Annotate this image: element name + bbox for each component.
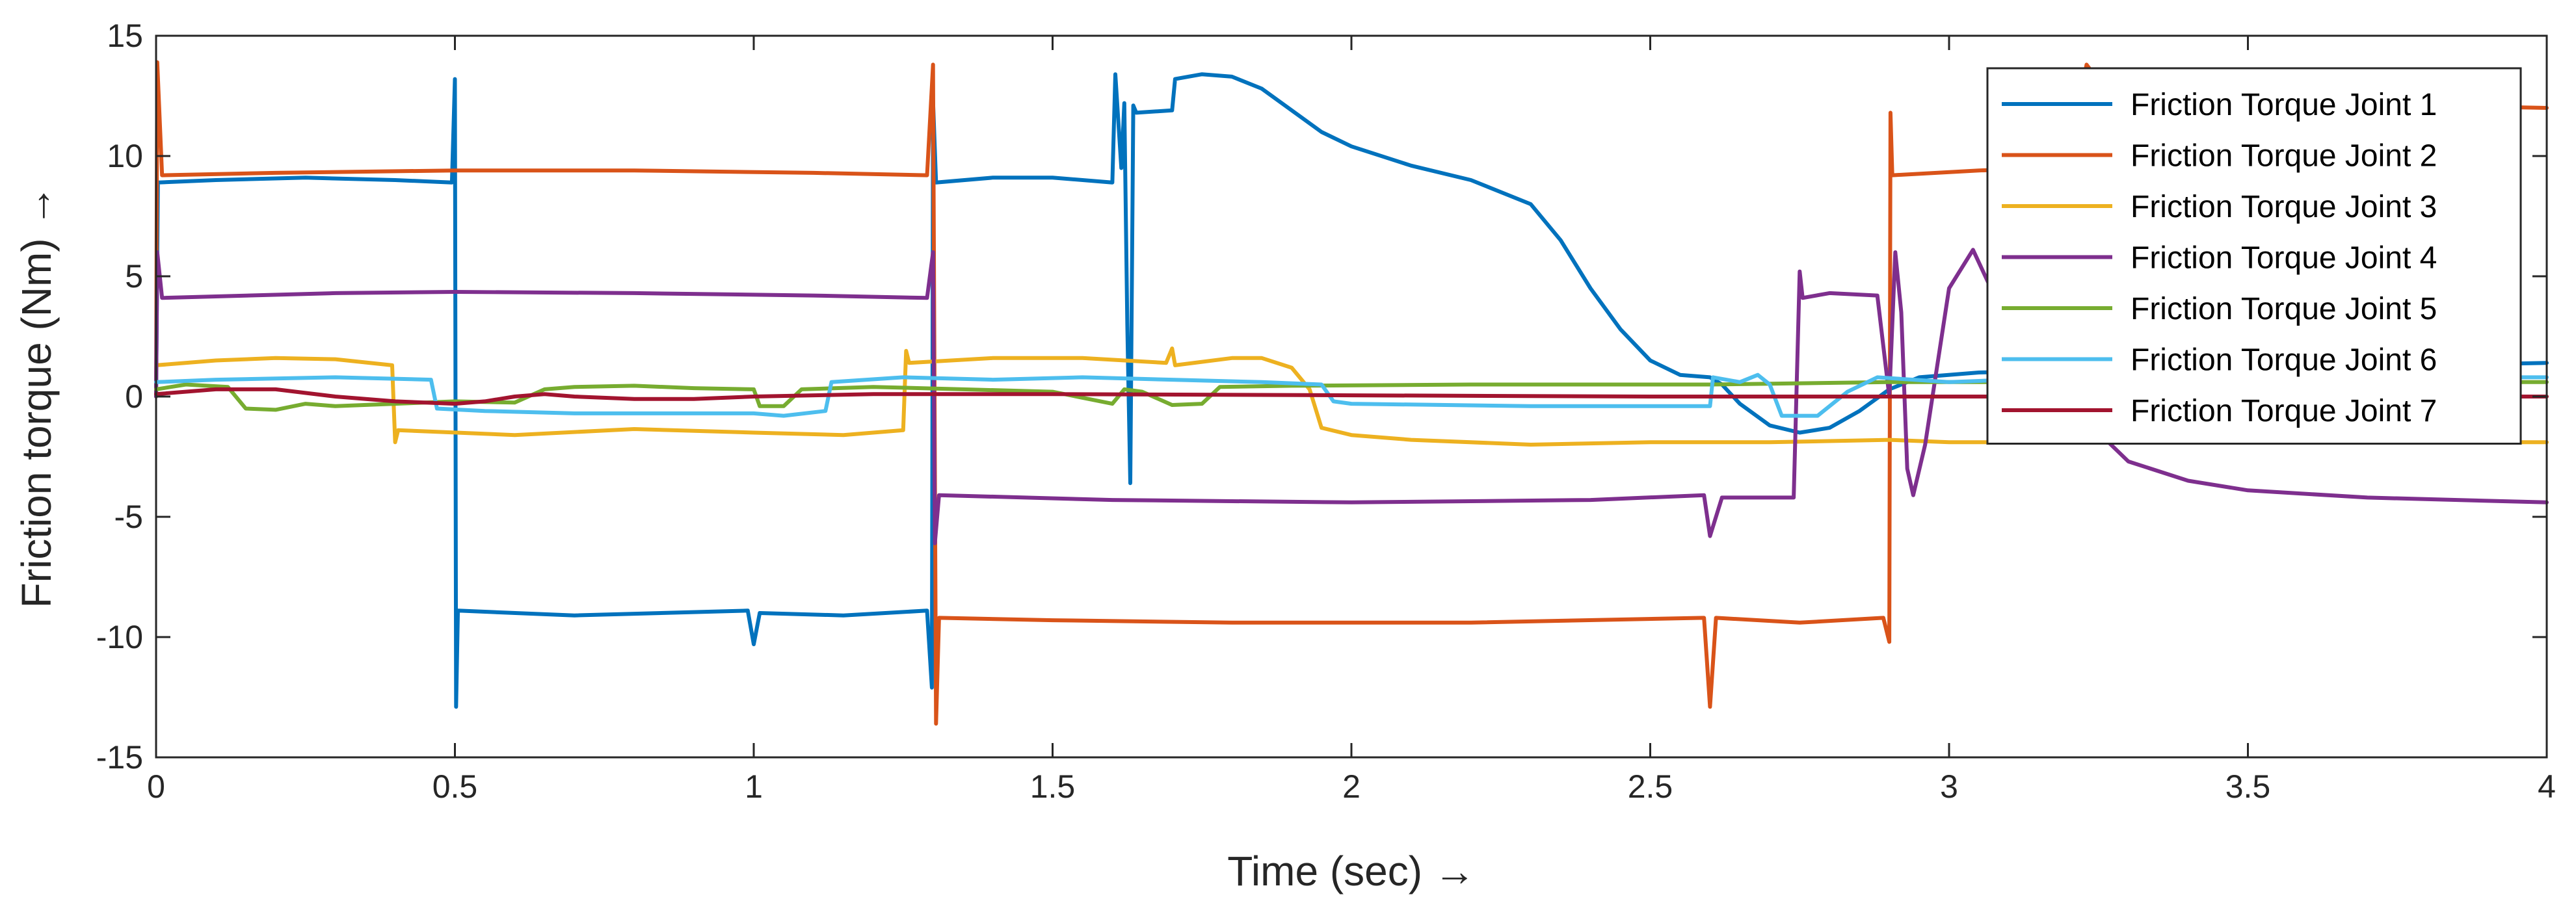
legend-label: Friction Torque Joint 2 <box>2131 139 2437 174</box>
y-tick-label: -5 <box>114 499 143 535</box>
y-tick-label: 15 <box>107 18 143 54</box>
x-tick-label: 1.5 <box>1030 768 1076 805</box>
y-tick-label: 5 <box>125 258 143 294</box>
axes: 0 0.5 1 1.5 2 2.5 3 3.5 4 -15 -10 -5 0 5 10 15 <box>96 18 2556 805</box>
series-line-joint-1 <box>154 72 2549 709</box>
x-tick-label: 0 <box>147 768 165 805</box>
x-axis-title: Time (sec) → <box>1227 848 1476 894</box>
legend-label: Friction Torque Joint 5 <box>2131 292 2437 326</box>
x-tick-label: 0.5 <box>432 768 478 805</box>
series-line-joint-3 <box>154 346 2549 447</box>
x-tick-label: 3.5 <box>2225 768 2271 805</box>
legend: Friction Torque Joint 1 Friction Torque J… <box>1986 67 2522 445</box>
legend-label: Friction Torque Joint 4 <box>2131 241 2437 276</box>
legend-label: Friction Torque Joint 3 <box>2131 190 2437 224</box>
x-tick-label: 1 <box>745 768 763 805</box>
x-tick-label: 4 <box>2538 768 2556 805</box>
legend-label: Friction Torque Joint 7 <box>2131 394 2437 428</box>
y-tick-label: 10 <box>107 138 143 174</box>
y-tick-label: 0 <box>125 378 143 415</box>
x-tick-label: 2 <box>1342 768 1361 805</box>
series-line-joint-5 <box>154 380 2549 412</box>
y-tick-label: -10 <box>96 619 143 655</box>
series-line-joint-6 <box>154 372 2549 418</box>
series-line-joint-7 <box>154 387 2549 406</box>
x-tick-label: 3 <box>1940 768 1958 805</box>
y-tick-label: -15 <box>96 739 143 776</box>
legend-label: Friction Torque Joint 6 <box>2131 343 2437 378</box>
x-tick-label: 2.5 <box>1628 768 1673 805</box>
y-axis-title: Friction torque (Nm) → <box>13 185 60 608</box>
legend-label: Friction Torque Joint 1 <box>2131 88 2437 122</box>
